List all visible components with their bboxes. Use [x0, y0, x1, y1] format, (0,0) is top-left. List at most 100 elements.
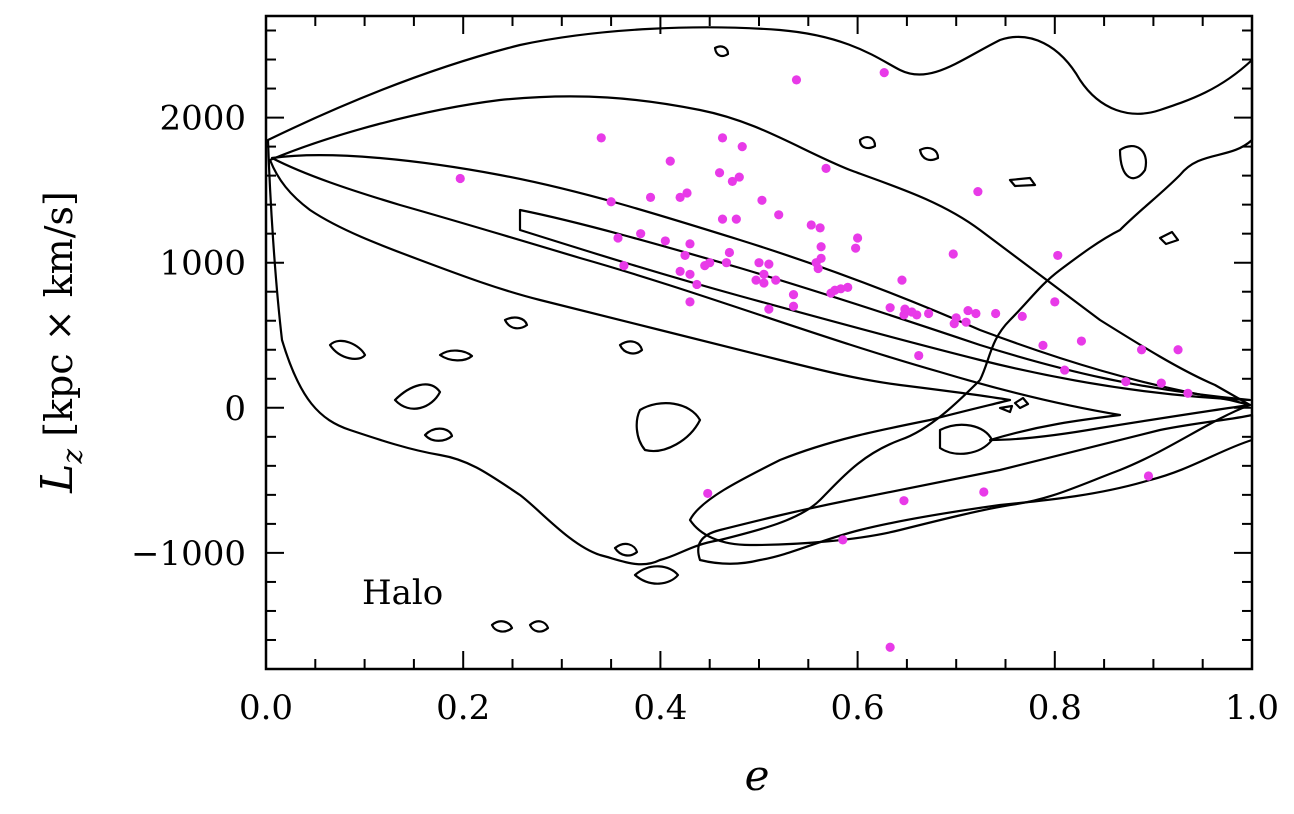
data-point — [900, 304, 910, 314]
data-point — [685, 297, 695, 307]
data-point — [1136, 345, 1147, 355]
data-point — [951, 313, 961, 323]
data-point — [685, 269, 695, 279]
x-tick-label: 0.0 — [239, 688, 293, 728]
data-point — [836, 284, 846, 294]
contour-island-18 — [1118, 145, 1148, 180]
data-point — [973, 186, 983, 197]
contour-island-2 — [393, 383, 442, 410]
y-tick-label: 1000 — [159, 244, 246, 284]
data-point — [703, 488, 713, 499]
data-point — [1076, 336, 1087, 346]
y-tick-label: 2000 — [159, 99, 246, 139]
x-tick-label: 0.4 — [633, 688, 687, 728]
data-point — [754, 258, 764, 268]
data-point — [813, 263, 823, 274]
data-point — [682, 188, 692, 198]
data-point — [455, 173, 465, 184]
data-point — [879, 67, 889, 78]
data-point — [619, 260, 629, 271]
data-point — [1121, 377, 1131, 387]
data-point — [788, 290, 799, 300]
contour-island-3 — [423, 427, 454, 442]
data-point — [979, 487, 989, 497]
data-point — [816, 242, 826, 252]
data-point — [815, 223, 825, 233]
contour-island-6 — [618, 340, 644, 355]
contour-island-20 — [1008, 176, 1037, 188]
data-point — [675, 192, 685, 202]
data-point — [897, 275, 907, 285]
contour-island-12 — [528, 620, 550, 633]
contour-island-8 — [938, 423, 994, 455]
data-point — [1060, 365, 1070, 375]
labels: 0.0 0.2 0.4 0.6 0.8 1.0 −1000 0 1000 2000 e Lz [kpc… — [32, 99, 1279, 800]
data-point — [734, 172, 744, 182]
data-point — [885, 303, 895, 313]
contour-island-10 — [613, 542, 639, 557]
x-axis-title: e — [745, 751, 770, 800]
data-point — [851, 243, 861, 253]
data-point — [885, 642, 895, 652]
data-point — [1156, 378, 1166, 388]
data-point — [791, 75, 802, 85]
data-point — [606, 197, 616, 207]
data-point — [751, 275, 761, 285]
annotation-halo: Halo — [362, 573, 443, 613]
data-point — [731, 214, 741, 224]
data-point — [717, 133, 728, 143]
data-point — [757, 195, 767, 205]
data-point — [714, 168, 725, 178]
data-point — [1038, 340, 1048, 351]
data-points — [455, 67, 1193, 652]
x-tick-label: 0.2 — [436, 688, 490, 728]
contour-middle — [268, 95, 1252, 547]
data-point — [923, 308, 934, 319]
data-point — [1053, 250, 1063, 261]
data-point — [705, 258, 715, 268]
data-point — [821, 163, 831, 173]
contour-island-16 — [858, 136, 877, 150]
data-point — [724, 247, 735, 258]
data-point — [1143, 471, 1154, 481]
data-point — [816, 253, 826, 263]
data-point — [737, 142, 747, 152]
data-point — [717, 214, 728, 224]
data-point — [721, 258, 732, 268]
contour-island-5 — [503, 316, 529, 330]
contour-outer-upper — [266, 26, 1254, 566]
contour-island-9 — [633, 565, 680, 585]
data-point — [675, 266, 685, 276]
contour-lower-envelope — [697, 413, 1254, 565]
data-point — [948, 249, 958, 259]
data-point — [914, 350, 924, 361]
contour-island-13 — [1013, 396, 1030, 410]
data-point — [963, 305, 973, 316]
data-point — [991, 308, 1001, 319]
data-point — [692, 279, 702, 290]
data-point — [1173, 345, 1183, 355]
data-point — [764, 259, 774, 269]
axes — [264, 14, 1254, 671]
y-axis-title: Lz [kpc × km/s] — [32, 191, 89, 494]
contour-island-14 — [998, 404, 1014, 414]
contour-innermost — [518, 208, 1252, 402]
data-point — [806, 220, 816, 230]
data-point — [971, 308, 981, 319]
x-tick-label: 0.8 — [1028, 688, 1082, 728]
contour-inner — [270, 154, 1252, 442]
data-point — [774, 210, 784, 220]
y-tick-label: −1000 — [131, 534, 246, 574]
data-point — [665, 156, 675, 166]
data-point — [961, 317, 971, 327]
data-point — [680, 250, 690, 261]
data-point — [636, 229, 646, 239]
data-point — [660, 236, 670, 246]
contour-island-15 — [1158, 230, 1180, 246]
data-point — [759, 269, 769, 279]
y-tick-label: 0 — [224, 389, 246, 429]
data-point — [912, 310, 922, 320]
contour-island-1 — [328, 339, 367, 360]
x-tick-label: 1.0 — [1225, 688, 1279, 728]
